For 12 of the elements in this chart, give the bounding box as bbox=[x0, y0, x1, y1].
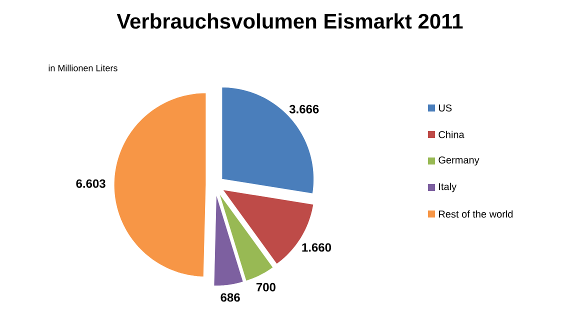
legend-label: Germany bbox=[438, 156, 480, 166]
legend-label: Rest of the world bbox=[439, 210, 513, 218]
legend-label: Italy bbox=[439, 182, 457, 192]
legend-label: US bbox=[438, 104, 452, 112]
data-label: 686 bbox=[220, 293, 240, 302]
data-label: 3.666 bbox=[289, 104, 319, 114]
legend-label: China bbox=[438, 130, 464, 138]
data-label: 6.603 bbox=[76, 179, 106, 188]
data-label: 700 bbox=[256, 282, 276, 292]
text: in Millionen Liters bbox=[48, 64, 118, 72]
chart-title: Verbrauchsvolumen Eismarkt 2011 bbox=[116, 13, 463, 29]
data-label: 1.660 bbox=[302, 243, 332, 252]
